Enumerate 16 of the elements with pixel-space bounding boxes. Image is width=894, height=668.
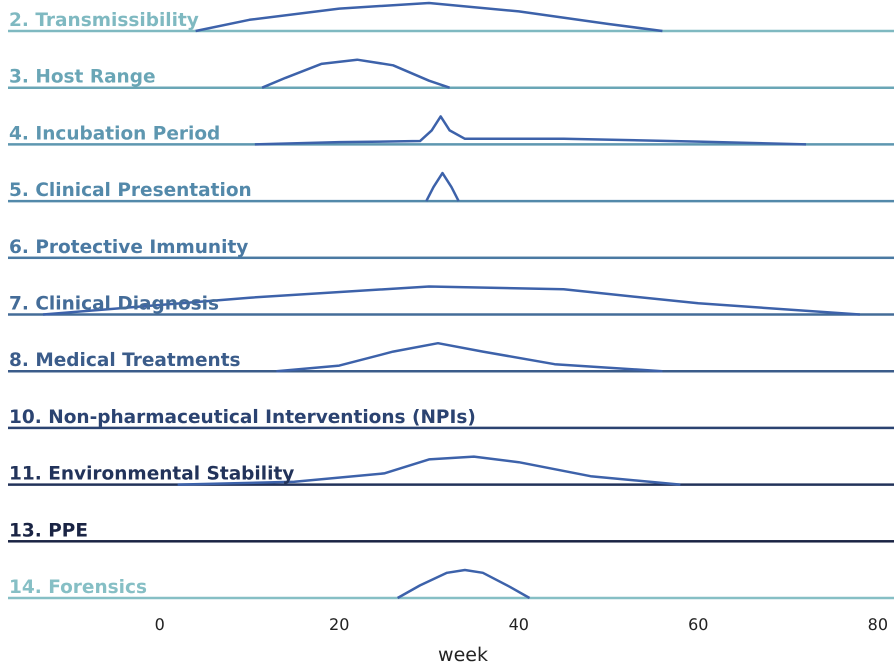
chart-title: 11. Environmental Stability [9,464,294,485]
x-tick-label: 20 [329,615,350,634]
chart-title: 8. Medical Treatments [9,350,241,372]
chart-title: 5. Clinical Presentation [9,180,252,202]
chart-title: 2. Transmissibility [9,10,199,31]
text: 10. Non-pharmaceutical Interventions (NPIs) [9,406,476,428]
text: 13. PPE [9,520,88,542]
x-tick-label: 40 [508,615,529,634]
chart-title: 4. Incubation Period [9,123,220,144]
chart-title: 14. Forensics [9,577,147,598]
x-tick-label: 0 [154,615,165,634]
text: 6. Protective Immunity [9,236,248,258]
x-tick-label: 80 [868,615,888,634]
x-tick-label: 60 [688,615,708,634]
x-axis-title: week [438,644,488,666]
chart-title: 3. Host Range [9,66,156,88]
